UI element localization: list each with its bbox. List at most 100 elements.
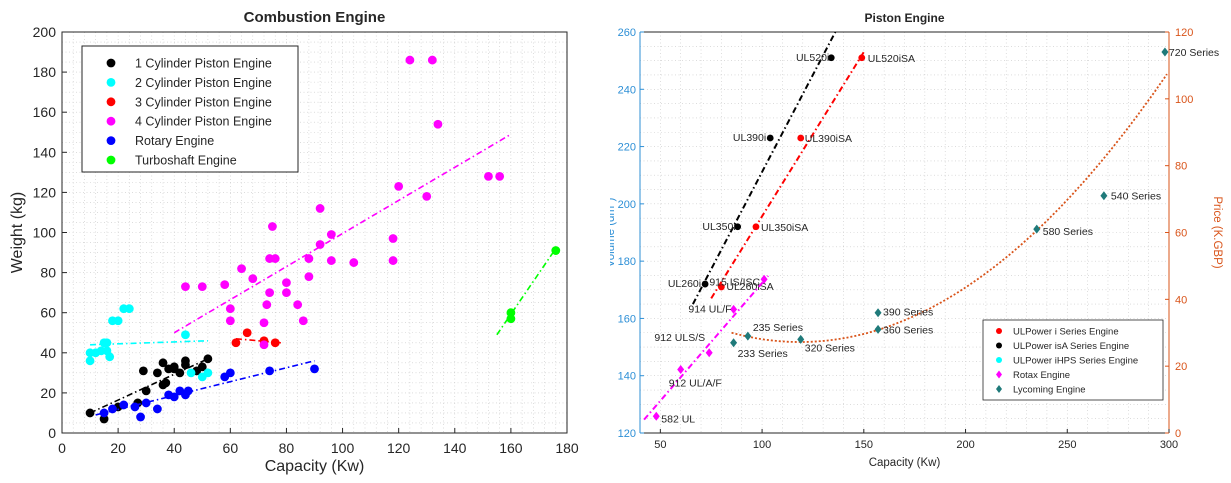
- y2-tick-label: 20: [1175, 361, 1187, 373]
- y-tick-label: 120: [33, 184, 57, 200]
- trend-line: [692, 32, 837, 305]
- point-label-ul520i: UL520i: [796, 52, 829, 64]
- point-label-ul260i: UL260i: [668, 278, 701, 290]
- data-point: [265, 288, 275, 298]
- legend-label: 2 Cylinder Piston Engine: [135, 76, 272, 90]
- data-point: [326, 256, 336, 265]
- data-point: [797, 134, 805, 142]
- x-tick-label: 80: [279, 440, 295, 456]
- y2-tick-label: 80: [1175, 161, 1187, 173]
- data-point: [293, 300, 303, 310]
- y-tick-label: 180: [618, 256, 636, 268]
- data-point: [242, 328, 252, 338]
- y-axis-label: Volume (dm3): [610, 198, 617, 268]
- data-point: [265, 366, 275, 376]
- data-point: [113, 316, 123, 326]
- data-point: [141, 386, 151, 396]
- x-tick-label: 20: [110, 440, 126, 456]
- point-label-912-ul-a-f: 912 UL/A/F: [669, 378, 722, 390]
- x-tick-label: 60: [223, 440, 239, 456]
- data-point: [677, 365, 685, 375]
- legend-box: [81, 45, 299, 173]
- point-label-915-is-isc: 915 IS/ISC: [709, 276, 760, 288]
- legend-marker: [106, 58, 116, 68]
- data-point: [422, 192, 432, 201]
- data-point: [130, 402, 140, 412]
- combustion-engine-chart: 0 20 40 60 80 100 120 140 160 180 0 20 40 60 80 100 120 1…: [9, 9, 579, 475]
- x-tick-label: 140: [443, 440, 467, 456]
- data-point: [310, 364, 319, 374]
- data-point: [752, 223, 760, 231]
- data-point: [874, 308, 882, 318]
- x-axis-label: Capacity (Kw): [869, 457, 941, 469]
- chart-title: Combustion Engine: [244, 9, 386, 26]
- trend-line: [710, 51, 865, 299]
- point-label-233-series: 233 Series: [738, 348, 788, 360]
- legend-label: Rotax Engine: [1013, 370, 1070, 381]
- legend-label: 3 Cylinder Piston Engine: [135, 95, 272, 109]
- trend-curve: [731, 73, 1168, 343]
- data-point: [506, 314, 516, 324]
- series-turboshaft-engine: [496, 246, 561, 336]
- data-point: [326, 230, 336, 239]
- legend-marker: [996, 385, 1002, 393]
- data-point: [760, 274, 768, 284]
- data-point: [136, 412, 145, 422]
- x-tick-label: 200: [956, 439, 974, 451]
- data-point: [730, 338, 738, 348]
- data-point: [141, 398, 151, 408]
- data-point: [270, 338, 280, 348]
- legend-label: Lycoming Engine: [1013, 385, 1086, 396]
- data-point: [237, 264, 246, 273]
- data-point: [169, 392, 179, 402]
- data-point: [108, 404, 117, 414]
- y-tick-label: 140: [33, 144, 57, 160]
- data-point: [1161, 47, 1169, 57]
- data-point: [225, 368, 235, 378]
- legend-marker: [996, 357, 1002, 363]
- x-tick-label: 300: [1160, 439, 1178, 451]
- legend: 1 Cylinder Piston Engine 2 Cylinder Pisto…: [81, 45, 299, 173]
- y2-tick-label: 0: [1175, 428, 1181, 440]
- data-point: [427, 55, 437, 65]
- y-tick-label: 80: [40, 265, 56, 281]
- y-tick-label: 60: [40, 305, 56, 321]
- y-tick-label: 260: [618, 27, 636, 39]
- x-tick-label: 120: [387, 440, 411, 456]
- data-point: [259, 340, 269, 350]
- legend-label: 4 Cylinder Piston Engine: [135, 115, 272, 129]
- data-point: [85, 408, 95, 418]
- data-point: [394, 181, 404, 191]
- legend-label: ULPower i Series Engine: [1013, 327, 1119, 338]
- trend-line: [235, 337, 281, 344]
- legend-marker: [996, 328, 1002, 334]
- data-point: [730, 304, 738, 314]
- data-point: [874, 324, 882, 334]
- series-2: 582 UL 912 UL/A/F 912 ULS/S 914 UL/F 915 IS/…: [643, 274, 769, 425]
- y2-tick-label: 60: [1175, 228, 1187, 240]
- chart-title: Piston Engine: [864, 11, 944, 25]
- data-point: [181, 360, 190, 370]
- y-tick-label: 180: [33, 64, 57, 80]
- y2-axis-label: Price (K.GBP): [1211, 196, 1223, 268]
- trend-line: [95, 360, 315, 416]
- data-point: [102, 338, 112, 348]
- data-point: [495, 171, 505, 181]
- data-point: [248, 274, 258, 284]
- y2-tick-label: 120: [1175, 27, 1193, 39]
- data-point: [262, 300, 272, 310]
- data-point: [766, 134, 774, 142]
- series-4-cylinder-piston-engine: [173, 55, 512, 350]
- data-point: [388, 256, 398, 265]
- x-tick-label: 0: [58, 440, 66, 456]
- data-point: [152, 368, 162, 378]
- data-point: [85, 356, 95, 366]
- series-0: UL260i UL350i UL390i UL520i: [668, 32, 837, 305]
- point-label-ul350i: UL350i: [702, 221, 735, 233]
- series-2-cylinder-piston-engine: [85, 304, 213, 382]
- point-label-580-series: 580 Series: [1043, 226, 1093, 238]
- x-tick-label: 100: [753, 439, 771, 451]
- series-1-cylinder-piston-engine: [85, 354, 213, 424]
- data-point: [124, 304, 134, 314]
